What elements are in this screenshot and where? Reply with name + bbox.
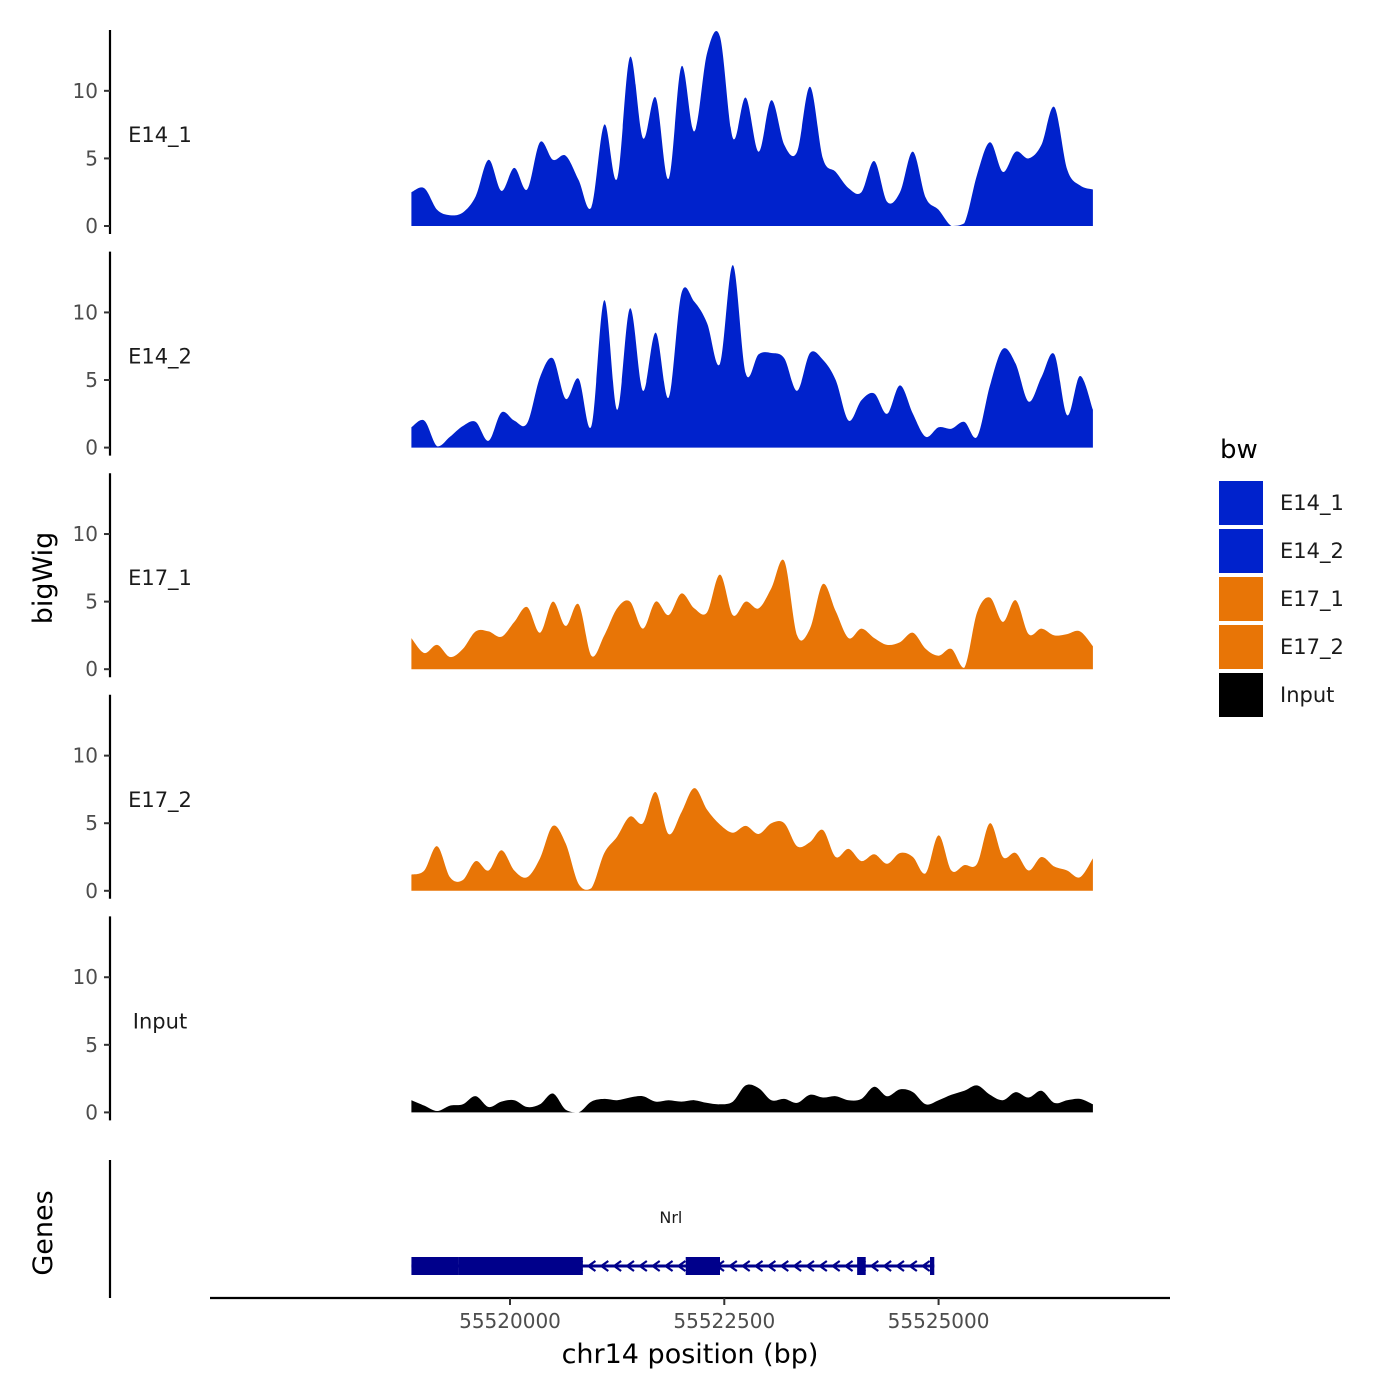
legend-key-E17_1 — [1217, 575, 1265, 623]
strand-arrow — [805, 1260, 815, 1272]
y-tick-label: 10 — [73, 522, 98, 546]
x-axis: 55520000 55522500 55525000 — [210, 1296, 1170, 1333]
strand-arrow — [830, 1260, 841, 1272]
y-tick-label: 10 — [73, 965, 98, 989]
legend-label: E17_1 — [1280, 587, 1344, 612]
strand-arrow — [663, 1260, 674, 1272]
track-label: E17_1 — [128, 566, 192, 591]
strand-arrow — [817, 1260, 828, 1272]
strand-arrow — [612, 1260, 622, 1272]
coverage-tracks: 0 5 10 E14_1 0 5 10 E14_2 0 5 10 E17_1 0 5 10 E17_2 0 5 10… — [73, 30, 1093, 1124]
legend-key-E17_2 — [1217, 623, 1265, 671]
x-tick-label: 55520000 — [459, 1309, 561, 1333]
y-tick-label: 10 — [73, 300, 98, 324]
coverage-area-E14_1 — [411, 31, 1093, 226]
track-E17_1: 0 5 10 E17_1 — [73, 473, 1093, 681]
track-label: Input — [133, 1009, 187, 1033]
gene-exon — [930, 1257, 935, 1275]
coverage-area-Input — [411, 1084, 1093, 1113]
strand-arrow — [869, 1260, 879, 1272]
track-Input: 0 5 10 Input — [73, 916, 1093, 1124]
track-label: E17_2 — [128, 788, 192, 813]
strand-arrow — [599, 1260, 609, 1272]
y-tick-label: 5 — [85, 590, 98, 614]
legend-key-Input — [1217, 671, 1265, 719]
strand-arrow — [779, 1260, 789, 1272]
y-tick-label: 5 — [85, 1033, 98, 1057]
strand-arrow — [637, 1260, 648, 1272]
legend-label: E14_2 — [1280, 539, 1344, 564]
track-E17_2: 0 5 10 E17_2 — [73, 694, 1093, 903]
strand-arrow — [920, 1260, 931, 1272]
y-tick-label: 5 — [85, 368, 98, 392]
legend-key-E14_2 — [1217, 527, 1265, 575]
x-tick-label: 55525000 — [888, 1309, 990, 1333]
genes-axis-title: Genes — [28, 1190, 59, 1275]
x-tick-label: 55522500 — [673, 1309, 775, 1333]
coverage-area-E17_1 — [411, 559, 1093, 670]
strand-arrow — [882, 1260, 892, 1272]
x-axis-title: chr14 position (bp) — [562, 1339, 819, 1370]
y-tick-label: 10 — [73, 79, 98, 103]
strand-arrow — [766, 1260, 777, 1272]
y-tick-label: 0 — [85, 214, 98, 238]
gene-exon — [857, 1257, 866, 1275]
strand-arrow — [792, 1260, 802, 1272]
strand-arrow — [843, 1260, 854, 1272]
y-tick-label: 0 — [85, 436, 98, 460]
gene-name-label: Nrl — [659, 1208, 682, 1227]
coverage-area-E17_2 — [411, 788, 1093, 891]
strand-arrow — [907, 1260, 918, 1272]
y-tick-label: 0 — [85, 657, 98, 681]
y-tick-label: 5 — [85, 146, 98, 170]
track-label: E14_1 — [128, 123, 192, 148]
legend-label: E17_2 — [1280, 635, 1344, 660]
strand-arrow — [727, 1260, 738, 1272]
strand-arrow — [895, 1260, 905, 1272]
gene-exon — [685, 1257, 720, 1275]
track-label: E14_2 — [128, 345, 192, 370]
strand-arrow — [650, 1260, 661, 1272]
legend: bw E14_1 E14_2 E17_1 E17_2 Input — [1217, 435, 1344, 719]
y-tick-label: 10 — [73, 744, 98, 768]
gene-exon — [458, 1257, 583, 1275]
strand-arrow — [625, 1260, 635, 1272]
legend-label: E14_1 — [1280, 491, 1344, 516]
legend-title: bw — [1220, 435, 1258, 465]
strand-arrow — [676, 1260, 687, 1272]
strand-arrow — [586, 1260, 597, 1272]
strand-arrow — [740, 1260, 751, 1272]
y-axis-title: bigWig — [28, 532, 59, 625]
y-tick-label: 5 — [85, 811, 98, 835]
coverage-area-E14_2 — [411, 265, 1093, 448]
gene-panel: Nrl — [108, 1160, 935, 1298]
y-tick-label: 0 — [85, 879, 98, 903]
legend-label: Input — [1280, 683, 1334, 707]
strand-arrow — [753, 1260, 764, 1272]
track-E14_1: 0 5 10 E14_1 — [73, 30, 1093, 238]
track-E14_2: 0 5 10 E14_2 — [73, 251, 1093, 460]
legend-key-E14_1 — [1217, 479, 1265, 527]
gene-exon — [411, 1257, 459, 1275]
y-tick-label: 0 — [85, 1100, 98, 1124]
